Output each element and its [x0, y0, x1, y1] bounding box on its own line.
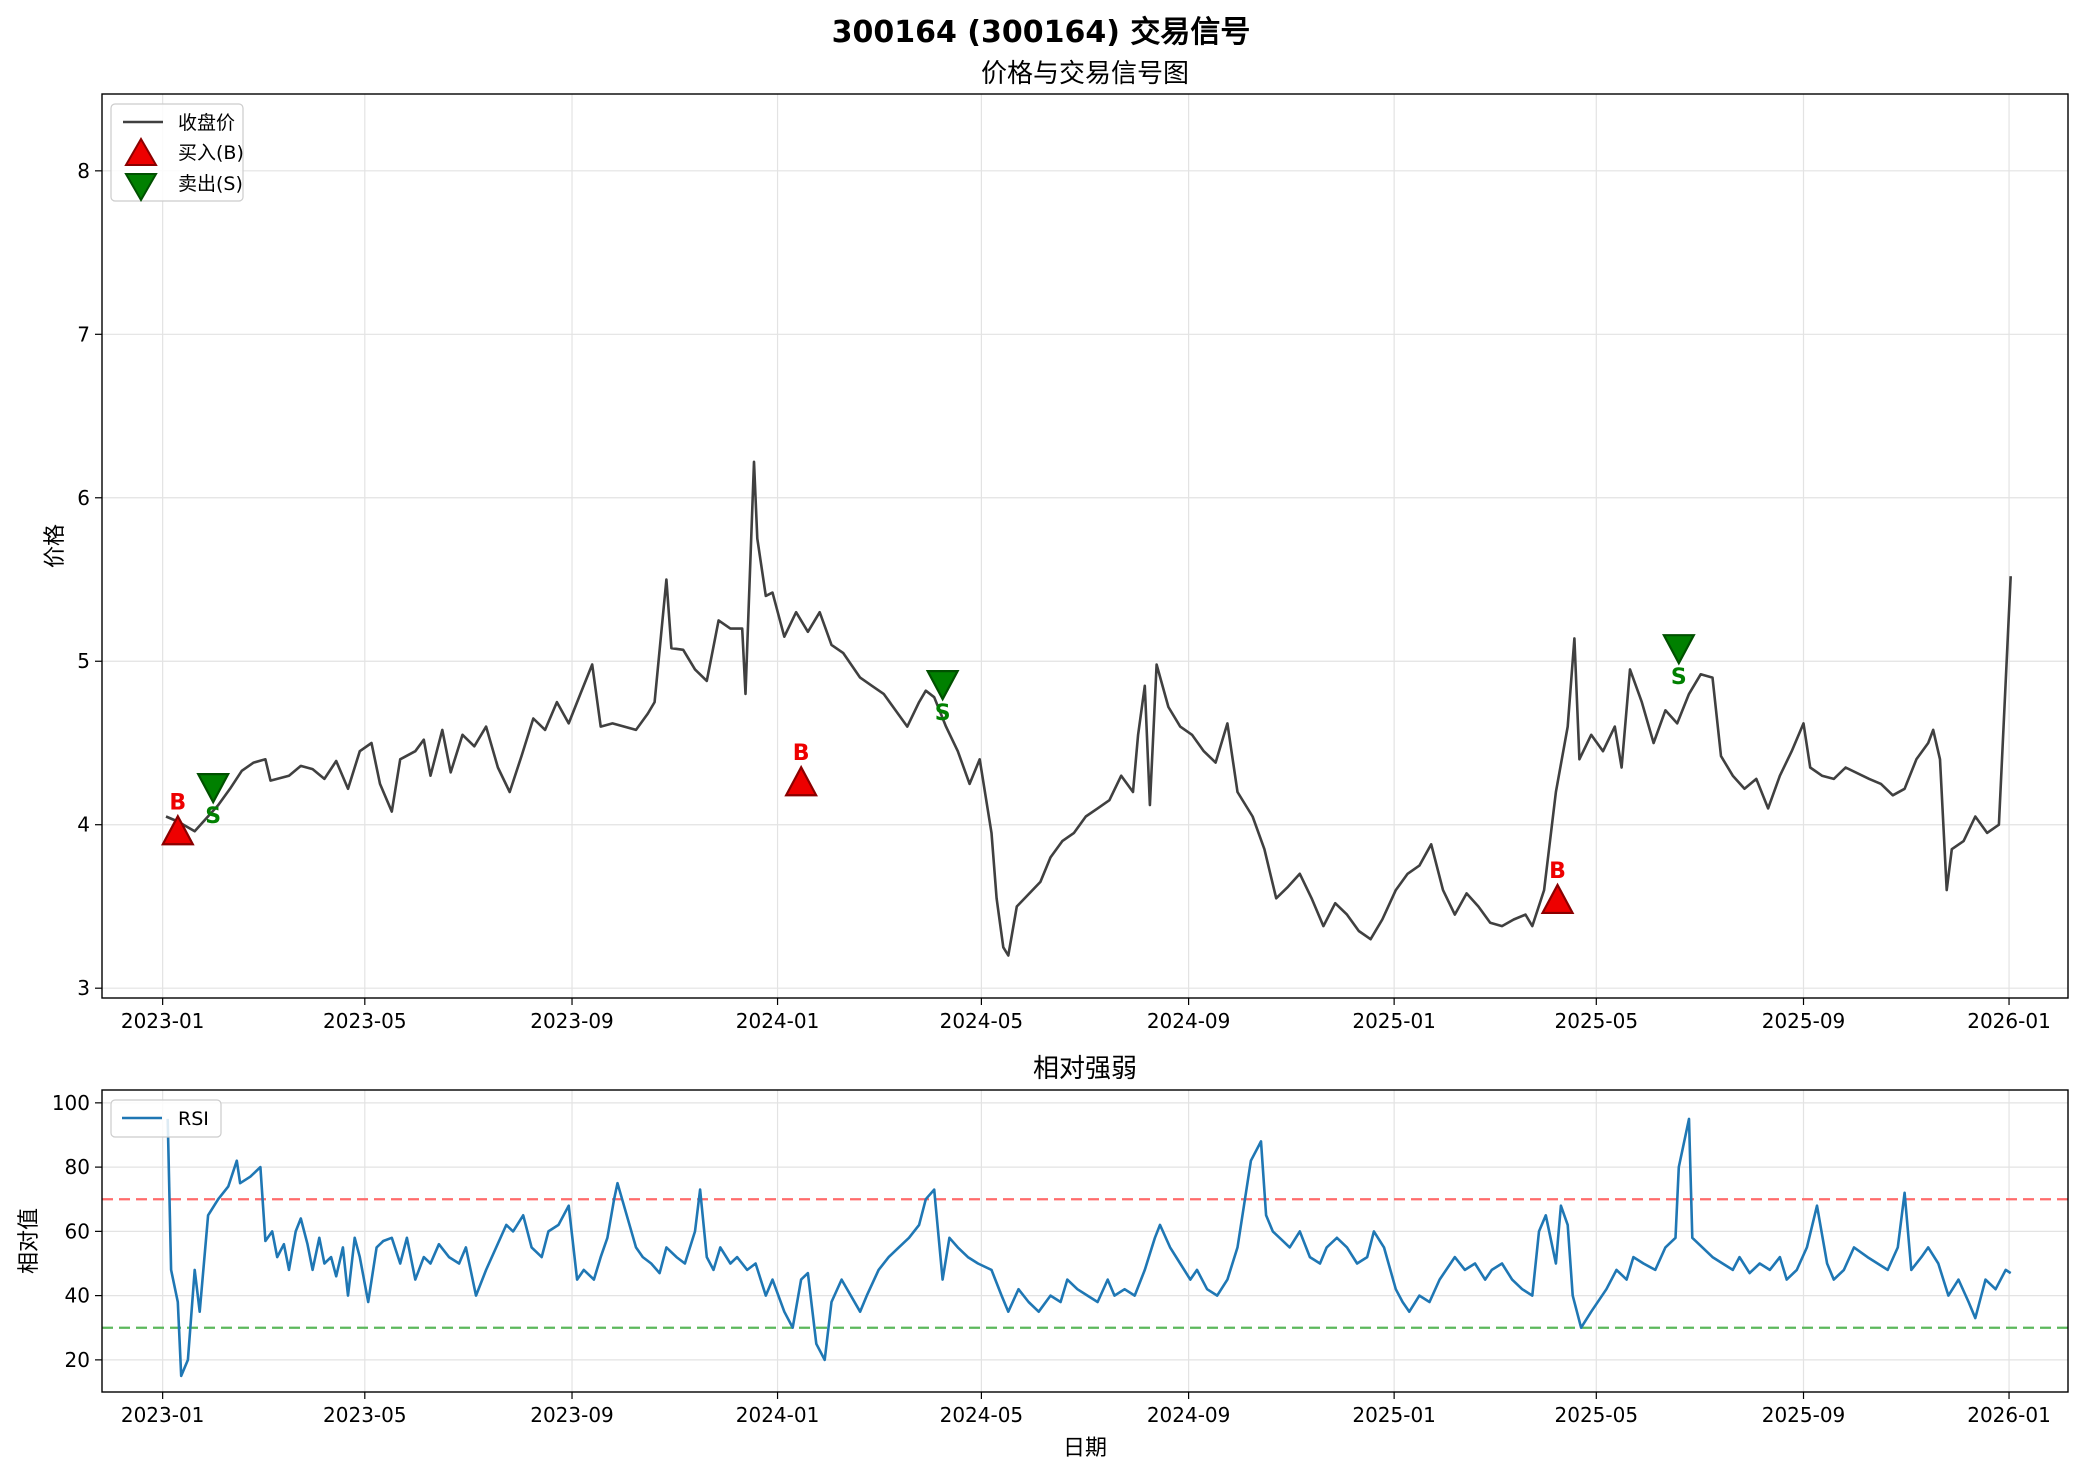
rsi-y-axis-label: 相对值 — [17, 1208, 42, 1274]
x-tick-label: 2023-05 — [323, 1009, 407, 1033]
x-tick-label: 2025-01 — [1352, 1009, 1436, 1033]
y-tick-label: 8 — [77, 159, 90, 183]
rsi-plot-frame — [101, 1089, 2069, 1393]
price-gridlines — [102, 94, 2068, 998]
price-ticks: 2023-01 2023-05 2023-09 2024-01 2024-05 2024-… — [77, 159, 2051, 1033]
price-legend: 收盘价 买入(B) 卖出(S) — [110, 103, 244, 203]
x-tick-label: 2024-01 — [736, 1403, 820, 1427]
price-chart-title: 价格与交易信号图 — [981, 59, 1189, 89]
rsi-legend: RSI — [110, 1099, 222, 1138]
x-tick-label: 2024-09 — [1147, 1403, 1231, 1427]
buy-signal-label: B — [1549, 859, 1566, 884]
x-tick-label: 2023-09 — [530, 1403, 614, 1427]
legend-label-sell: 卖出(S) — [178, 173, 243, 195]
buy-signal-marker — [784, 764, 818, 797]
y-tick-label: 7 — [77, 322, 90, 346]
x-tick-label: 2025-01 — [1352, 1403, 1436, 1427]
y-tick-label: 6 — [77, 486, 90, 510]
rsi-ticks: 2023-01 2023-05 2023-09 2024-01 2024-05 2024-… — [52, 1091, 2051, 1427]
sell-signal-label: S — [935, 701, 951, 726]
x-tick-label: 2024-01 — [736, 1009, 820, 1033]
legend-frame — [110, 1099, 222, 1138]
legend-swatch-buy — [124, 136, 158, 166]
rsi-series — [166, 1117, 2012, 1378]
x-tick-label: 2023-01 — [121, 1403, 205, 1427]
legend-label-rsi: RSI — [178, 1108, 209, 1130]
x-tick-label: 2025-05 — [1555, 1403, 1639, 1427]
rsi-gridlines — [102, 1090, 2068, 1392]
x-tick-label: 2023-09 — [530, 1009, 614, 1033]
figure-title: 300164 (300164) 交易信号 — [832, 15, 1251, 50]
x-tick-label: 2024-05 — [940, 1009, 1024, 1033]
legend-label-buy: 买入(B) — [178, 142, 244, 164]
price-plot-frame — [101, 93, 2069, 999]
x-tick-label: 2026-01 — [1967, 1403, 2051, 1427]
legend-label-close: 收盘价 — [178, 112, 235, 134]
sell-signal-label: S — [205, 804, 221, 829]
sell-signal-label: S — [1671, 665, 1687, 690]
y-tick-label: 80 — [65, 1155, 90, 1179]
rsi-chart-title: 相对强弱 — [1033, 1054, 1137, 1084]
sell-signal-marker — [925, 670, 960, 702]
buy-signal-label: B — [169, 790, 186, 815]
buy-signal-marker — [1540, 882, 1575, 915]
rsi-x-axis-label: 日期 — [1063, 1436, 1107, 1461]
y-tick-label: 5 — [77, 649, 90, 673]
x-tick-label: 2025-09 — [1762, 1009, 1846, 1033]
rsi-threshold-lines — [102, 1198, 2068, 1329]
sell-signal-marker — [196, 773, 231, 805]
legend-swatch-sell — [124, 173, 158, 203]
rsi-series-line — [166, 1117, 2012, 1378]
buy-signal-marker — [160, 813, 195, 846]
x-tick-label: 2023-01 — [121, 1009, 205, 1033]
sell-signal-marker — [1662, 634, 1696, 666]
x-tick-label: 2024-09 — [1147, 1009, 1231, 1033]
x-tick-label: 2024-05 — [940, 1403, 1024, 1427]
price-y-axis-label: 价格 — [43, 524, 68, 568]
x-tick-label: 2026-01 — [1967, 1009, 2051, 1033]
y-tick-label: 40 — [65, 1284, 90, 1308]
price-series — [165, 460, 2012, 957]
x-tick-label: 2025-05 — [1555, 1009, 1639, 1033]
y-tick-label: 100 — [52, 1091, 90, 1115]
x-tick-label: 2025-09 — [1762, 1403, 1846, 1427]
y-tick-label: 60 — [65, 1219, 90, 1243]
x-tick-label: 2023-05 — [323, 1403, 407, 1427]
price-series-line — [165, 460, 2012, 957]
y-tick-label: 20 — [65, 1348, 90, 1372]
rsi-chart: 相对强弱 2023-01 2023-05 2023-09 2024-01 2024-05… — [17, 1054, 2069, 1461]
buy-signal-label: B — [793, 741, 810, 766]
y-tick-label: 3 — [77, 976, 90, 1000]
y-tick-label: 4 — [77, 813, 90, 837]
